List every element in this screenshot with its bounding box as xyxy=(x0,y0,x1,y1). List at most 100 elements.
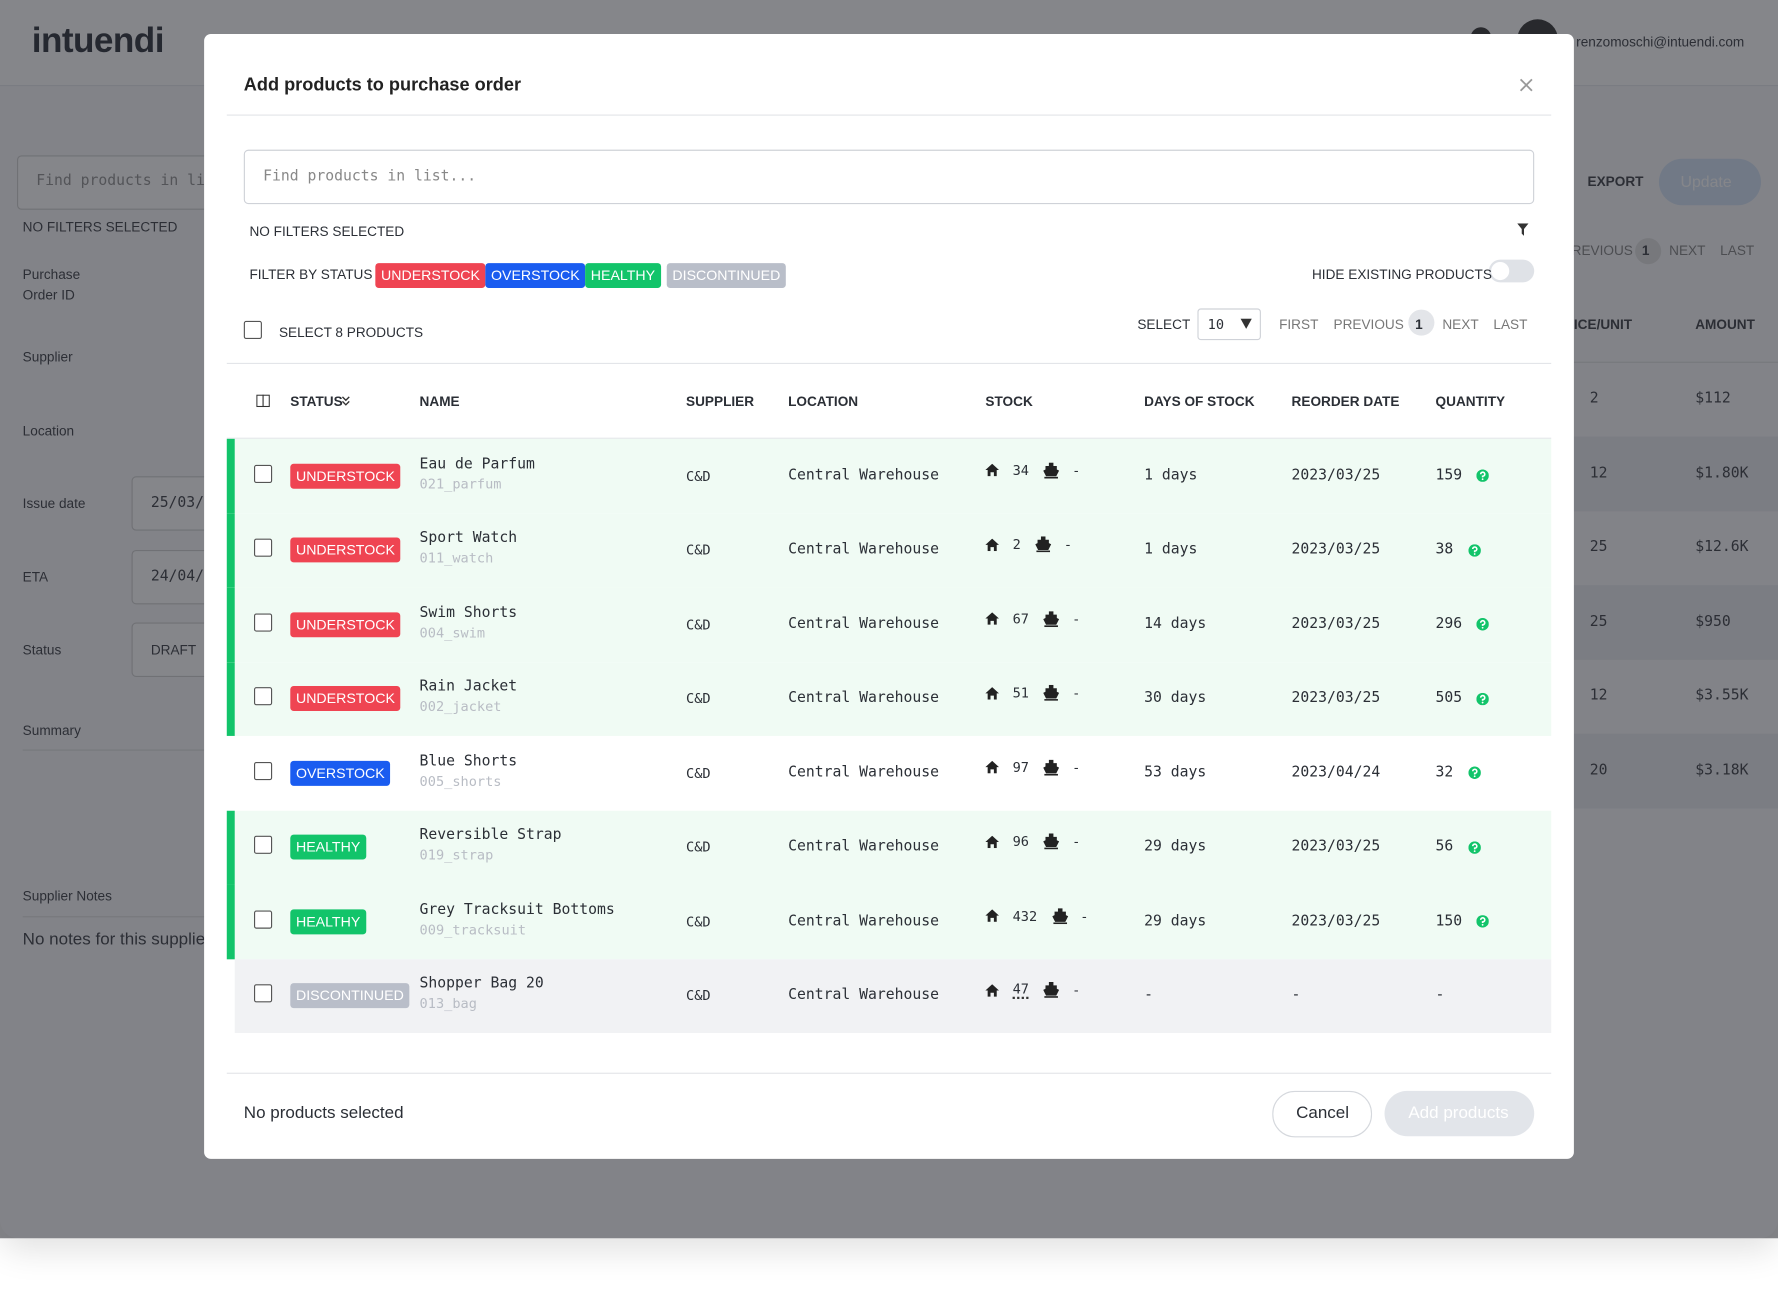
current-page[interactable] xyxy=(1408,309,1435,336)
column-header: STATUS xyxy=(290,393,343,410)
stock-cell: 97 - xyxy=(985,758,1080,776)
row-checkbox[interactable] xyxy=(254,464,273,483)
quantity: 38 xyxy=(1435,540,1454,558)
incoming-value: - xyxy=(1072,610,1081,627)
reorder-date: 2023/03/25 xyxy=(1291,912,1381,930)
incoming-icon xyxy=(1035,536,1052,553)
divider xyxy=(226,437,1552,439)
select-label: SELECT xyxy=(1137,316,1191,333)
row-checkbox[interactable] xyxy=(254,984,273,1003)
quantity-cell: - xyxy=(1436,985,1445,1005)
column-header: QUANTITY xyxy=(1435,393,1506,410)
add-products-button xyxy=(1384,1090,1535,1137)
help-icon xyxy=(1468,840,1481,854)
row-indicator xyxy=(226,513,235,588)
close-icon[interactable] xyxy=(1519,78,1533,92)
supplier: C&D xyxy=(686,913,711,930)
column-header: DAYS OF STOCK xyxy=(1144,393,1255,410)
row-highlight xyxy=(226,513,1552,588)
product-sku: 005_shorts xyxy=(419,772,502,789)
row-checkbox[interactable] xyxy=(254,909,273,929)
location: Central Warehouse xyxy=(788,912,939,930)
row-checkbox[interactable] xyxy=(254,761,273,780)
stock-cell: 432 - xyxy=(985,907,1088,925)
row-highlight xyxy=(226,587,1552,662)
selection-status: No products selected xyxy=(243,1103,404,1123)
product-name: Blue Shorts xyxy=(419,752,518,770)
pagination-link: NEXT xyxy=(1442,316,1479,333)
row-checkbox[interactable] xyxy=(254,687,273,706)
product-sku: 004_swim xyxy=(419,624,486,641)
stock-value: 97 xyxy=(1012,759,1029,776)
reorder-date: 2023/03/25 xyxy=(1291,540,1381,558)
toggle-label: HIDE EXISTING PRODUCTS xyxy=(1311,266,1492,283)
status-chip: UNDERSTOCK xyxy=(290,686,401,711)
status-filter-chip[interactable]: UNDERSTOCK xyxy=(375,263,486,289)
select-all-label: SELECT 8 PRODUCTS xyxy=(278,324,424,341)
row-checkbox[interactable] xyxy=(254,612,273,632)
row-highlight xyxy=(226,884,1552,959)
quantity: 56 xyxy=(1435,837,1454,855)
pagination-link: PREVIOUS xyxy=(1333,316,1404,333)
column-header: LOCATION xyxy=(788,393,859,410)
product-sku: 021_parfum xyxy=(419,475,502,492)
row-indicator xyxy=(226,587,235,662)
select-all-checkbox[interactable] xyxy=(243,320,262,340)
stock-value: 51 xyxy=(1012,684,1029,701)
stock-value: 2 xyxy=(1012,536,1021,553)
help-icon xyxy=(1468,766,1481,780)
quantity: - xyxy=(1435,986,1445,1004)
location: Central Warehouse xyxy=(788,540,939,558)
product-name: Reversible Strap xyxy=(419,826,562,844)
incoming-icon xyxy=(1043,981,1060,998)
days-of-stock: 30 days xyxy=(1144,689,1207,707)
status-chip: HEALTHY xyxy=(290,908,366,934)
reorder-date: 2023/03/25 xyxy=(1291,837,1381,855)
search-input[interactable] xyxy=(243,149,1535,205)
divider xyxy=(226,362,1552,364)
warehouse-icon xyxy=(985,686,999,700)
sort-icon[interactable] xyxy=(341,396,350,406)
location: Central Warehouse xyxy=(788,689,939,707)
filter-label: FILTER BY STATUS xyxy=(249,266,373,283)
days-of-stock: 53 days xyxy=(1144,763,1207,781)
incoming-icon xyxy=(1043,684,1060,701)
modal: Add products to purchase order Find produ… xyxy=(204,34,1574,1159)
stock-value: 67 xyxy=(1012,610,1029,627)
status-chip: DISCONTINUED xyxy=(290,983,410,1009)
stock-value: 34 xyxy=(1012,462,1029,478)
filters-text: NO FILTERS SELECTED xyxy=(249,223,405,240)
row-highlight xyxy=(226,438,1552,514)
row-highlight xyxy=(226,810,1552,885)
status-filter-chip[interactable]: OVERSTOCK xyxy=(485,263,586,289)
reorder-date: 2023/04/24 xyxy=(1291,763,1381,781)
help-icon xyxy=(1476,915,1490,928)
cancel-button[interactable] xyxy=(1272,1090,1373,1138)
product-sku: 019_strap xyxy=(419,847,494,863)
columns-icon[interactable] xyxy=(256,394,270,408)
status-filter-chip[interactable]: HEALTHY xyxy=(585,263,661,289)
status-chip: OVERSTOCK xyxy=(290,760,391,786)
add-products-label: Add products xyxy=(1408,1103,1509,1123)
filter-icon[interactable] xyxy=(1517,223,1529,236)
product-name: Swim Shorts xyxy=(419,603,518,621)
row-checkbox[interactable] xyxy=(254,835,273,854)
help-icon xyxy=(1468,543,1481,557)
warehouse-icon xyxy=(985,612,999,625)
cancel-label: Cancel xyxy=(1296,1103,1350,1123)
stock-cell: 47 - xyxy=(985,981,1080,999)
warehouse-icon xyxy=(985,835,999,848)
warehouse-icon xyxy=(985,909,999,922)
page-size-select[interactable] xyxy=(1197,308,1261,341)
product-name: Rain Jacket xyxy=(419,678,518,696)
help-icon xyxy=(1476,469,1490,482)
status-filter-chip[interactable]: DISCONTINUED xyxy=(666,263,786,289)
location: Central Warehouse xyxy=(788,763,939,781)
location: Central Warehouse xyxy=(788,615,939,633)
supplier: C&D xyxy=(686,987,711,1004)
toggle[interactable] xyxy=(1488,259,1535,283)
incoming-value: - xyxy=(1080,907,1089,924)
location: Central Warehouse xyxy=(788,986,939,1004)
row-checkbox[interactable] xyxy=(254,538,273,557)
